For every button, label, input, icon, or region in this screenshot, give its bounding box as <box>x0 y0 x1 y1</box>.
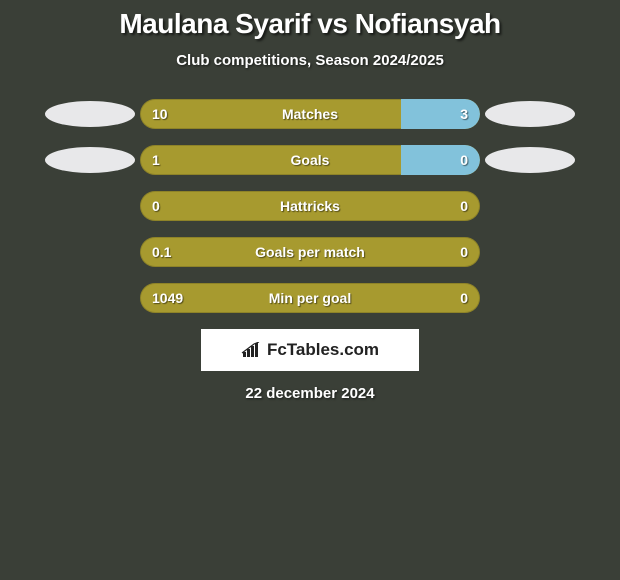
bar-right-segment <box>401 99 480 129</box>
stat-rows: 103Matches10Goals00Hattricks0.10Goals pe… <box>0 99 620 313</box>
stat-row: 0.1 0Goals per match <box>0 237 620 267</box>
comparison-infographic: Maulana Syarif vs Nofiansyah Club compet… <box>0 0 620 402</box>
stat-label: Goals per match <box>140 237 480 267</box>
logo-text: FcTables.com <box>267 340 379 360</box>
stat-value-right: 0 <box>460 191 468 221</box>
logo-box: FcTables.com <box>201 329 419 371</box>
stat-label: Hattricks <box>140 191 480 221</box>
logo-chart-icon <box>241 342 261 358</box>
ellipse-icon <box>485 147 575 173</box>
stat-row: 1049 0Min per goal <box>0 283 620 313</box>
stat-label: Min per goal <box>140 283 480 313</box>
stat-value-right: 3 <box>460 99 468 129</box>
stat-value-right: 0 <box>460 283 468 313</box>
stat-value-left: 0 <box>152 191 160 221</box>
ellipse-icon <box>485 101 575 127</box>
stat-bar: 0 0Hattricks <box>140 191 480 221</box>
page-title: Maulana Syarif vs Nofiansyah <box>0 8 620 40</box>
stat-bar: 103Matches <box>140 99 480 129</box>
player-right-icon <box>480 101 580 127</box>
ellipse-icon <box>45 147 135 173</box>
ellipse-icon <box>45 101 135 127</box>
stat-row: 103Matches <box>0 99 620 129</box>
bar-right-segment <box>401 145 480 175</box>
stat-value-left: 0.1 <box>152 237 171 267</box>
stat-value-left: 1 <box>152 145 160 175</box>
date: 22 december 2024 <box>0 385 620 402</box>
player-left-icon <box>40 101 140 127</box>
stat-bar: 0.1 0Goals per match <box>140 237 480 267</box>
stat-value-left: 10 <box>152 99 168 129</box>
stat-value-right: 0 <box>460 237 468 267</box>
player-right-icon <box>480 147 580 173</box>
stat-value-left: 1049 <box>152 283 183 313</box>
subtitle: Club competitions, Season 2024/2025 <box>0 52 620 69</box>
stat-row: 10Goals <box>0 145 620 175</box>
stat-bar: 1049 0Min per goal <box>140 283 480 313</box>
stat-bar: 10Goals <box>140 145 480 175</box>
stat-value-right: 0 <box>460 145 468 175</box>
stat-row: 0 0Hattricks <box>0 191 620 221</box>
player-left-icon <box>40 147 140 173</box>
